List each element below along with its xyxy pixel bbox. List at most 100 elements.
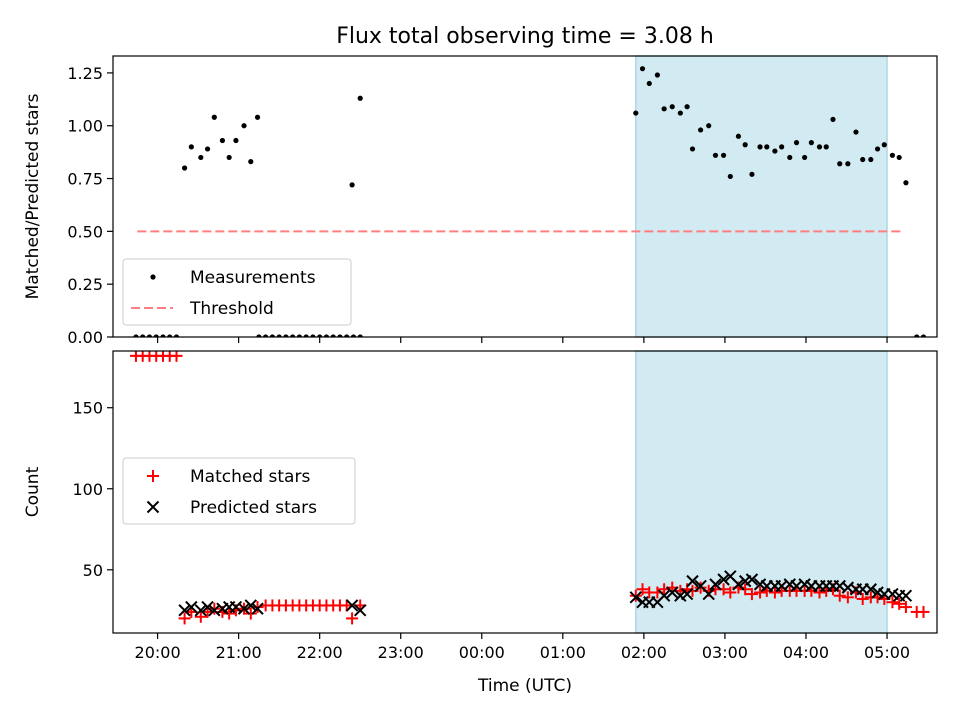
x-b <box>353 604 367 617</box>
matched-star-point <box>754 586 767 599</box>
predicted-star-point <box>178 604 191 617</box>
measurement-point <box>276 334 282 337</box>
measurement-point <box>823 144 829 150</box>
legend-box <box>122 457 356 525</box>
matched-star-point <box>833 589 846 602</box>
x-b <box>702 587 715 601</box>
matched-star-point <box>170 351 183 362</box>
x-b <box>666 586 679 599</box>
x-b <box>194 604 208 617</box>
predicted-star-point <box>666 586 679 599</box>
x-tick-label: 23:00 <box>378 643 424 662</box>
measurement-point <box>303 334 309 337</box>
measurement-point <box>160 334 166 337</box>
measurement-point <box>263 334 269 337</box>
measurement-point <box>793 140 800 146</box>
measurement-point <box>816 144 823 150</box>
predicted-star-point <box>194 604 208 617</box>
legend: Measurements Threshold <box>122 258 352 326</box>
predicted-star-point <box>237 602 251 615</box>
measurement-point <box>845 161 851 167</box>
x-b <box>694 579 707 593</box>
x-b <box>345 599 359 612</box>
predicted-star-point <box>717 573 730 586</box>
predicted-star-point <box>899 589 913 602</box>
x-b <box>798 578 811 591</box>
measurement-point <box>357 95 363 101</box>
measurement-point <box>173 334 180 337</box>
matched-star-point <box>724 586 737 599</box>
x-axis-label: Time (UTC) <box>477 676 572 696</box>
chart-title: Flux total observing time = 3.08 h <box>336 24 714 49</box>
measurement-point <box>317 334 323 337</box>
matched-star-point <box>694 581 707 594</box>
measurement-point <box>233 137 239 144</box>
predicted-star-point <box>745 573 759 586</box>
measurement-point <box>198 154 204 161</box>
measurement-point <box>639 66 646 72</box>
matched-star-point <box>856 592 869 605</box>
x-b <box>724 570 737 583</box>
matched-star-point <box>244 607 257 620</box>
x-b <box>185 600 198 614</box>
measurement-point <box>772 148 778 154</box>
measurement-point <box>669 104 675 110</box>
measurement-point <box>241 123 247 129</box>
y-tick-label: 50 <box>83 561 103 580</box>
matched-star-point <box>893 597 906 610</box>
measurement-point <box>787 154 793 161</box>
measurement-point <box>283 334 289 337</box>
predicted-star-point <box>709 578 722 591</box>
measurement-point <box>167 334 173 337</box>
measurement-point <box>211 114 217 120</box>
x-tick-label: 21:00 <box>216 643 262 662</box>
legend: Matched stars Predicted stars <box>122 457 356 525</box>
axes-frame <box>112 350 938 634</box>
matched-star-point <box>636 583 649 596</box>
measurement-point <box>896 154 902 161</box>
predicted-star-point <box>345 599 359 612</box>
data-marks <box>129 351 930 625</box>
x-b <box>237 602 251 615</box>
x-b <box>745 573 759 586</box>
x-b <box>244 599 257 612</box>
measurement-point <box>337 334 343 337</box>
y-tick-label: 0.00 <box>67 328 103 347</box>
x-b <box>629 591 642 604</box>
measurement-point <box>344 334 350 337</box>
measurement-point <box>802 154 808 161</box>
x-b <box>146 500 160 514</box>
measurement-point <box>808 140 814 146</box>
x-tick-label: 20:00 <box>135 643 181 662</box>
measurement-point <box>323 334 330 337</box>
x-tick-label: 04:00 <box>783 643 829 662</box>
matched-star-point <box>194 610 207 623</box>
measurement-point <box>349 182 355 188</box>
y-tick-label: 100 <box>72 480 103 499</box>
measurement-point <box>133 334 139 337</box>
legend-label: Predicted stars <box>190 498 317 518</box>
predicted-star-point <box>657 589 671 602</box>
x-tick-label: 01:00 <box>540 643 586 662</box>
matched-star-point <box>768 586 781 599</box>
x-b <box>753 578 767 591</box>
measurement-point <box>874 146 881 152</box>
predicted-star-point <box>251 602 264 615</box>
x-tick-label: 00:00 <box>459 643 505 662</box>
measurement-point <box>310 334 316 337</box>
measurement-point <box>830 116 836 122</box>
measurement-point <box>698 127 704 133</box>
measurement-point <box>749 171 755 177</box>
bottom-panel: 20:00 21:00 22:00 23:00 00:00 01:00 02:00 03:00… <box>23 350 938 662</box>
data-marks <box>133 66 927 337</box>
measurement-point <box>254 114 261 120</box>
y-tick-label: 150 <box>72 399 103 418</box>
measurement-point <box>881 142 887 148</box>
matched-star-point <box>886 596 899 609</box>
x-b <box>790 579 803 593</box>
matched-star-point <box>745 588 758 601</box>
x-tick-label: 22:00 <box>297 643 343 662</box>
x-b <box>886 587 899 601</box>
y-axis-label: Matched/Predicted stars <box>23 93 43 299</box>
predicted-star-point <box>244 599 257 612</box>
